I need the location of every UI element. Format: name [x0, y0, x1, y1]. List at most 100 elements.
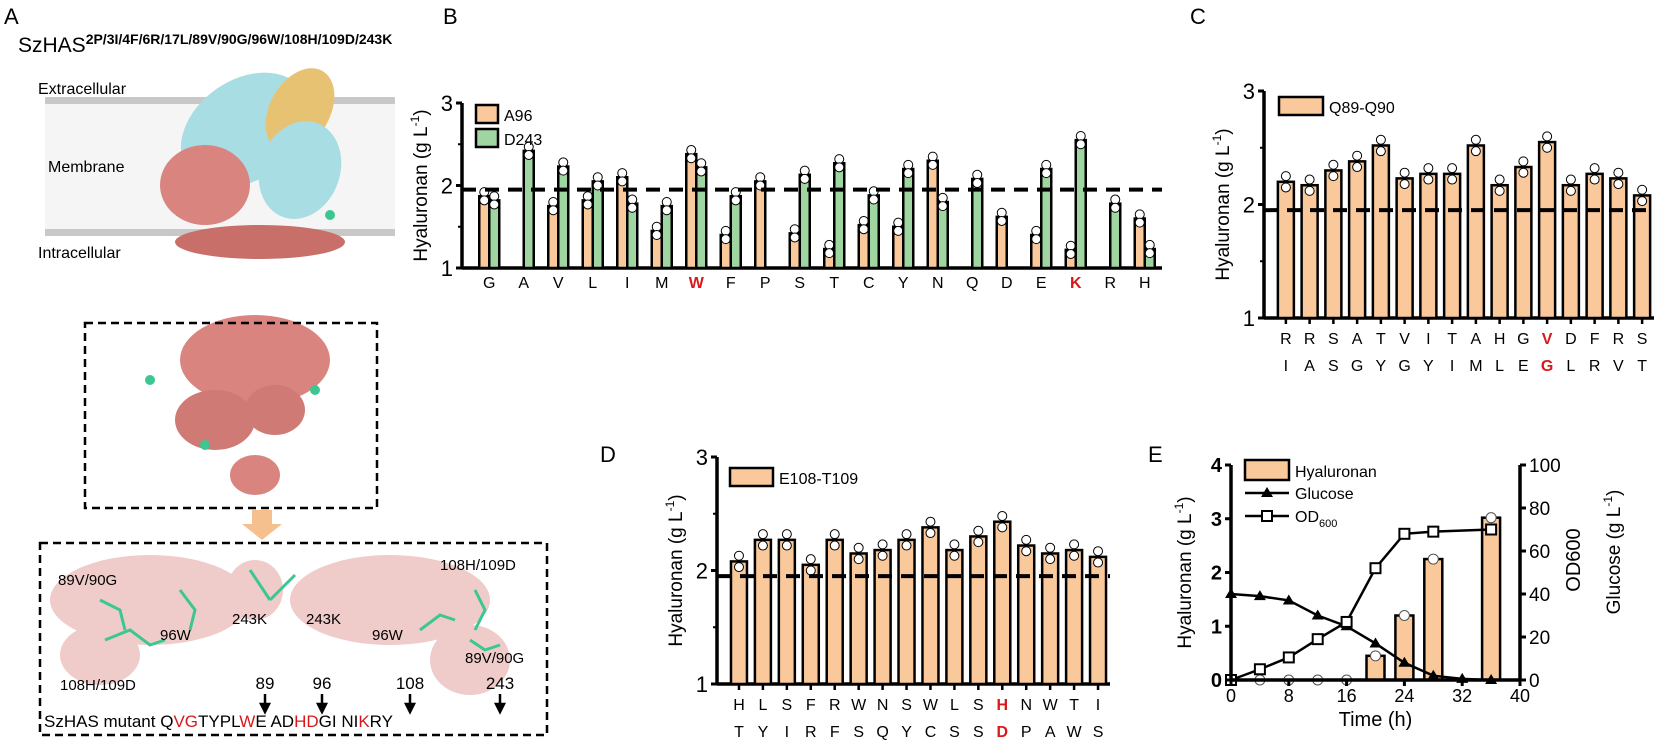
bar — [729, 194, 742, 270]
arrow-down-icon — [403, 694, 417, 715]
x-tick-label-bottom: Y — [1376, 358, 1387, 375]
od600-point — [1485, 523, 1498, 536]
legend-label: OD600 — [1295, 509, 1337, 530]
replicate-point — [1280, 171, 1291, 182]
y-tick-label: 1 — [1211, 616, 1222, 638]
y-tick-label: 4 — [1211, 455, 1223, 477]
y-tick-label-right: 0 — [1529, 671, 1540, 692]
legend-label: D243 — [504, 132, 542, 149]
bar — [867, 194, 880, 270]
label-part: ) — [1175, 496, 1196, 502]
y-tick-label-right: 100 — [1529, 456, 1561, 477]
bar — [557, 165, 570, 270]
replicate-point — [1613, 167, 1624, 178]
replicate-point — [720, 234, 731, 245]
bar — [522, 149, 535, 270]
replicate-point — [901, 529, 912, 540]
label-part: Hyaluronan (g L — [411, 126, 432, 261]
x-tick-label-bottom: F — [830, 724, 840, 741]
replicate-point — [696, 158, 707, 169]
replicate-point — [903, 168, 914, 179]
zoom-region-box — [83, 321, 379, 510]
replicate-point — [1304, 174, 1315, 185]
mutant-sequence: SzHAS mutant QVGTYPLWE ADHDGI NIKRY — [44, 712, 393, 731]
legend-label: Glucose — [1295, 486, 1354, 503]
replicate-point — [1075, 139, 1086, 150]
x-tick-label-top: A — [1352, 331, 1363, 348]
replicate-point — [927, 159, 938, 170]
detail-structures — [50, 555, 510, 695]
seq-segment: K — [358, 712, 370, 731]
replicate-point — [1399, 179, 1410, 190]
structure-title: SzHAS2P/3I/4F/6R/17L/89V/90G/96W/108H/10… — [18, 31, 392, 57]
replicate-point — [853, 554, 864, 565]
label-part: Hyaluronan (g L — [1175, 513, 1196, 648]
x-tick-label-top: H — [733, 697, 745, 714]
bar — [1074, 138, 1087, 270]
replicate-point — [523, 149, 534, 160]
replicate-point — [489, 191, 500, 202]
y-tick-label: 0 — [1211, 670, 1222, 692]
replicate-point — [1134, 209, 1145, 220]
replicate-point — [949, 539, 960, 550]
y-axis-label: Hyaluronan (g L-1) — [1210, 128, 1234, 280]
replicate-point — [686, 153, 697, 164]
replicate-point — [805, 565, 816, 576]
replicate-point — [686, 145, 697, 156]
label-sup: -1 — [1601, 496, 1615, 507]
bar — [921, 526, 940, 686]
x-tick-label-bottom: S — [949, 724, 960, 741]
seq-segment: AD — [267, 712, 294, 731]
od600-point — [1369, 562, 1382, 575]
seq-segment: TYPL — [198, 712, 240, 731]
residue-label: 243K — [232, 611, 267, 628]
bar — [1609, 177, 1628, 320]
x-tick-label-top: R — [1613, 331, 1625, 348]
x-tick-label-top: R — [829, 697, 841, 714]
bar — [849, 552, 868, 686]
y-tick-label: 3 — [441, 91, 453, 116]
replicate-point — [834, 162, 845, 173]
y-tick-label: 2 — [441, 174, 453, 199]
title-superscript: 2P/3I/4F/6R/17L/89V/90G/96W/108H/109D/24… — [86, 31, 393, 47]
replicate-point — [1447, 163, 1458, 174]
x-tick-label-bottom: P — [1021, 724, 1032, 741]
y-axis-label: Hyaluronan (g L-1) — [408, 109, 432, 261]
label-part: Glucose (g L — [1604, 507, 1625, 615]
seq-segment: W — [239, 712, 255, 731]
replicate-point — [1375, 134, 1386, 145]
x-tick-label: E — [1036, 275, 1047, 292]
od600-point — [1427, 525, 1440, 538]
x-tick-label-top: H — [997, 697, 1009, 714]
x-tick-label-bottom: D — [997, 724, 1009, 741]
label-part: ) — [666, 494, 687, 500]
replicate-point — [925, 516, 936, 527]
seq-segment: VG — [173, 712, 198, 731]
x-tick-label: M — [655, 275, 668, 292]
panel-letter-a: A — [4, 4, 19, 29]
y-axis-label: Hyaluronan (g L-1) — [663, 494, 687, 646]
x-tick-label-top: V — [1399, 331, 1410, 348]
glucose-point — [1398, 656, 1411, 667]
bar — [753, 538, 773, 686]
arrow-down-icon — [315, 694, 329, 715]
x-tick-label-top: W — [1043, 697, 1059, 714]
x-tick-label-bottom: L — [1566, 358, 1575, 375]
position-label: 89 — [256, 674, 275, 693]
triangle-icon — [1261, 487, 1273, 497]
hyaluronan-bar — [1423, 557, 1444, 682]
x-tick-label-top: N — [877, 697, 889, 714]
panel-letter-e: E — [1148, 442, 1163, 467]
replicate-point — [558, 157, 569, 168]
y-axis-label: Glucose (g L-1) — [1601, 490, 1625, 615]
od600-point — [1282, 651, 1295, 664]
label-extracellular: Extracellular — [38, 81, 127, 98]
y-tick-label-right: 80 — [1529, 499, 1550, 520]
label-sup: -1 — [1210, 134, 1224, 145]
residue-sticks — [99, 569, 501, 652]
residue-label: 108H/109D — [440, 557, 516, 574]
od600-point — [1311, 633, 1324, 646]
x-tick-label-top: N — [1020, 697, 1032, 714]
bar — [897, 538, 916, 686]
x-tick-label: 0 — [1226, 686, 1236, 706]
